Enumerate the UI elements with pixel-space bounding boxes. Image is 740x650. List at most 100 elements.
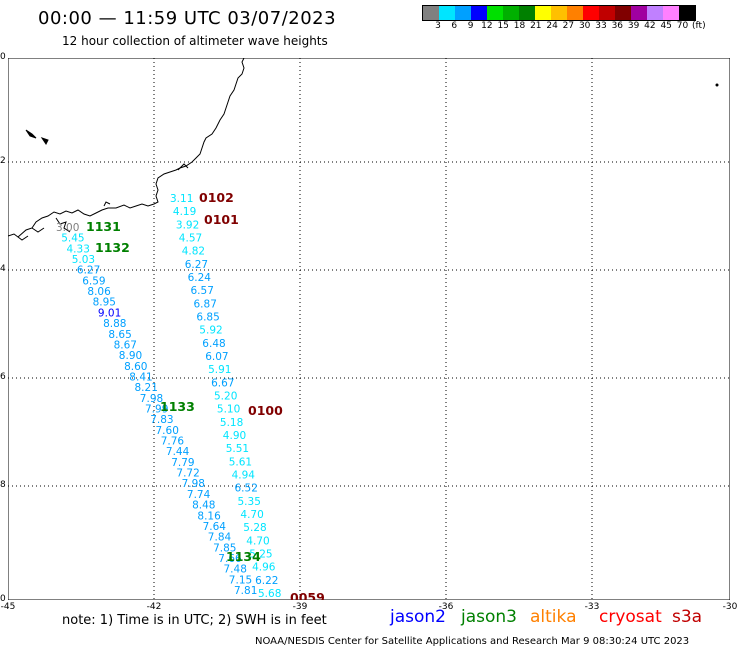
swh-value: 5.20 bbox=[214, 391, 237, 403]
scale-label: 70 bbox=[676, 21, 689, 31]
track-time-label: 0102 bbox=[199, 190, 234, 205]
scale-swatch bbox=[439, 6, 455, 20]
track-values-a: 3.005.454.335.036.276.598.068.959.018.88… bbox=[56, 222, 257, 597]
swh-value: 7.66 bbox=[218, 553, 242, 565]
scale-label: 18 bbox=[513, 21, 526, 31]
swh-value: 5.45 bbox=[61, 233, 84, 245]
map-border bbox=[8, 58, 730, 600]
swh-value: 5.10 bbox=[217, 404, 240, 416]
scale-label: 15 bbox=[497, 21, 509, 31]
scale-label: 45 bbox=[660, 21, 672, 31]
page-title: 00:00 — 11:59 UTC 03/07/2023 bbox=[38, 8, 337, 29]
track-time-label: 1131 bbox=[86, 219, 121, 234]
track-time-label: 0101 bbox=[204, 212, 239, 227]
swh-value: 7.74 bbox=[187, 489, 211, 501]
swh-value: 5.25 bbox=[249, 549, 272, 561]
swh-value: 6.24 bbox=[188, 272, 212, 284]
lon-label: -33 bbox=[584, 602, 600, 612]
swh-value: 4.70 bbox=[240, 509, 263, 521]
track-values-b: 3.114.193.92 4.574.826.276.246.576.87 6.85… bbox=[170, 193, 281, 600]
scale-label: 39 bbox=[627, 21, 640, 31]
swh-value: 5.61 bbox=[229, 456, 252, 468]
swh-value: 3.00 bbox=[56, 222, 79, 234]
swh-value: 5.51 bbox=[226, 443, 249, 455]
swh-value: 8.16 bbox=[197, 510, 221, 522]
track-time-labels: 1131 1132 1133 1134 0102 0101 0100 0059 bbox=[86, 190, 325, 600]
island-dot bbox=[715, 83, 719, 87]
swh-value: 5.28 bbox=[243, 522, 266, 534]
swh-value: 5.18 bbox=[220, 417, 243, 429]
swh-value: 7.15 bbox=[229, 574, 252, 586]
lon-label: -36 bbox=[438, 602, 454, 612]
legend-item-s3a: s3a bbox=[672, 607, 703, 627]
scale-swatch bbox=[647, 6, 663, 20]
scale-swatch bbox=[455, 6, 471, 20]
swh-value: 7.81 bbox=[234, 585, 257, 597]
swh-value: 6.22 bbox=[255, 575, 278, 587]
legend-item-jason2: jason2 bbox=[390, 607, 446, 627]
track-time-label: 0100 bbox=[248, 403, 283, 418]
swh-value: 7.85 bbox=[213, 542, 236, 554]
swh-value: 7.72 bbox=[176, 468, 199, 480]
swh-value: 7.79 bbox=[171, 457, 194, 469]
scale-label: (ft) bbox=[692, 21, 706, 31]
scale-label: 27 bbox=[562, 21, 575, 31]
swh-value: 7.60 bbox=[156, 425, 179, 437]
swh-value: 4.94 bbox=[232, 470, 256, 482]
swh-value: 7.44 bbox=[166, 446, 190, 458]
swh-value: 8.95 bbox=[93, 297, 116, 309]
swh-value: 6.59 bbox=[82, 275, 105, 287]
legend-item-altika: altika bbox=[530, 607, 577, 627]
scale-swatch bbox=[471, 6, 487, 20]
footer-note: note: 1) Time is in UTC; 2) SWH is in fe… bbox=[62, 613, 327, 628]
scale-label: 9 bbox=[467, 21, 474, 31]
scale-swatch bbox=[663, 6, 679, 20]
scale-swatch bbox=[423, 6, 439, 20]
swh-value: 6.07 bbox=[205, 351, 228, 363]
swh-value: 5.68 bbox=[258, 588, 281, 600]
scale-label: 12 bbox=[481, 21, 493, 31]
island-1 bbox=[25, 129, 37, 139]
coastline-detail bbox=[17, 163, 189, 241]
scale-swatch bbox=[567, 6, 583, 20]
swh-value: 4.82 bbox=[182, 246, 205, 258]
swh-value: 6.27 bbox=[77, 265, 100, 277]
scale-swatch bbox=[631, 6, 647, 20]
color-scale-bar bbox=[422, 5, 696, 21]
scale-label: 30 bbox=[578, 21, 591, 31]
swh-value: 8.06 bbox=[87, 286, 111, 298]
page-subtitle: 12 hour collection of altimeter wave hei… bbox=[62, 34, 328, 48]
scale-swatch bbox=[503, 6, 519, 20]
lat-label: -26 bbox=[0, 372, 6, 382]
swh-value: 5.92 bbox=[199, 325, 222, 337]
swh-value: 5.35 bbox=[238, 496, 261, 508]
color-scale-labels: 3 6 9 12 15 18 21 24 27 30 33 36 39 42 45 70 (ft) bbox=[422, 21, 740, 35]
lon-label: -45 bbox=[0, 602, 16, 612]
scale-swatch bbox=[679, 6, 695, 20]
swh-value: 7.48 bbox=[224, 564, 247, 576]
legend-item-jason3: jason3 bbox=[461, 607, 517, 627]
swh-value: 4.90 bbox=[223, 430, 246, 442]
swh-value: 7.98 bbox=[140, 393, 163, 405]
swh-value: 8.67 bbox=[114, 339, 137, 351]
swh-value: 7.83 bbox=[150, 414, 173, 426]
coastline bbox=[8, 58, 245, 238]
swh-value: 3.11 bbox=[170, 193, 193, 205]
track-time-label: 1133 bbox=[160, 399, 195, 414]
scale-swatch bbox=[487, 6, 503, 20]
swh-value: 5.03 bbox=[72, 254, 95, 266]
swh-value: 8.60 bbox=[124, 361, 147, 373]
swh-value: 4.19 bbox=[173, 206, 196, 218]
swh-value: 8.90 bbox=[119, 350, 142, 362]
track-time-label: 1132 bbox=[95, 240, 130, 255]
scale-swatch bbox=[583, 6, 599, 20]
altimeter-map: 3.005.454.335.036.276.598.068.959.018.88… bbox=[8, 58, 730, 600]
lat-lon-grid bbox=[8, 58, 730, 600]
scale-label: 42 bbox=[644, 21, 656, 31]
swh-value: 4.33 bbox=[67, 243, 90, 255]
swh-value: 4.57 bbox=[179, 233, 202, 245]
swh-value: 6.52 bbox=[235, 483, 258, 495]
swh-value: 8.88 bbox=[103, 318, 126, 330]
scale-label: 6 bbox=[451, 21, 458, 31]
lat-label: -30 bbox=[0, 594, 6, 604]
